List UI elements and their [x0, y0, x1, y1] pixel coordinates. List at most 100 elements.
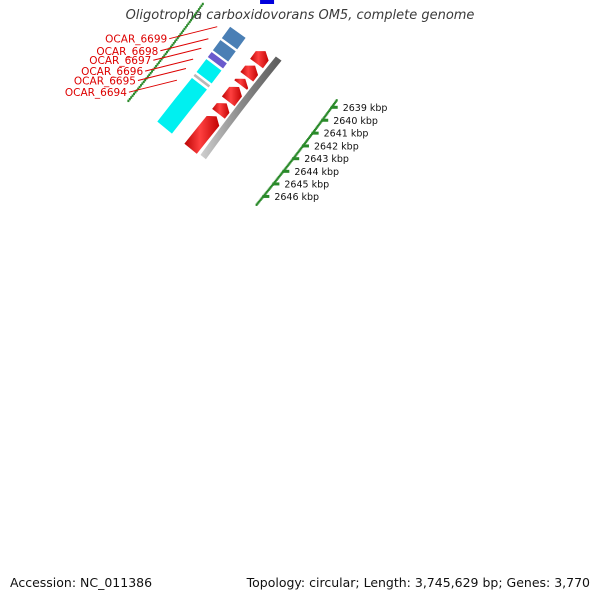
- forward-gene-arrow[interactable]: [182, 114, 221, 156]
- forward-gene-arrow[interactable]: [238, 64, 260, 83]
- gene-ocar-6696-block[interactable]: [195, 57, 223, 85]
- scale-tick: [286, 164, 289, 168]
- inner-scale-tick: [180, 31, 183, 34]
- inner-scale-tick: [153, 66, 156, 70]
- inner-scale-tick: [186, 24, 189, 27]
- inner-scale-tick: [144, 78, 147, 82]
- scale-tick: [289, 160, 292, 164]
- inner-scale-tick: [191, 17, 194, 20]
- gene-ocar-6697-block[interactable]: [206, 50, 229, 70]
- scale-tick: [276, 177, 279, 180]
- scale-tick: [326, 112, 329, 115]
- forward-gene-arrow[interactable]: [220, 85, 244, 108]
- scale-tick: [313, 128, 316, 132]
- forward-gene-arrow[interactable]: [210, 102, 231, 121]
- scale-tick: [269, 186, 272, 189]
- inner-scale-tick: [139, 84, 142, 87]
- forward-gene-fragment[interactable]: [260, 0, 275, 4]
- inner-scale-tick: [192, 15, 195, 18]
- scale-tick: [333, 101, 336, 105]
- genome-summary-text: Topology: circular; Length: 3,745,629 bp…: [246, 575, 590, 590]
- inner-scale-tick: [188, 20, 191, 24]
- scale-tick: [264, 192, 267, 195]
- forward-gene-arrow[interactable]: [232, 77, 250, 92]
- inner-scale-tick: [197, 8, 200, 11]
- gene-label[interactable]: OCAR_6698: [96, 46, 158, 58]
- gene-ocar-6695-block[interactable]: [192, 72, 212, 89]
- scale-tick: [319, 121, 322, 124]
- scale-label: 2643 kbp: [304, 154, 349, 165]
- scale-tick: [284, 167, 287, 170]
- scale-tick: [298, 149, 301, 152]
- inner-scale-tick: [156, 63, 159, 66]
- scale-tick: [296, 151, 299, 155]
- label-leader-line: [137, 67, 187, 81]
- inner-scale-tick: [184, 26, 187, 29]
- gene-ocar-6694-block[interactable]: [155, 76, 209, 136]
- inner-scale-tick: [157, 61, 160, 64]
- scale-tick: [328, 109, 331, 112]
- forward-gene-arrow[interactable]: [248, 50, 270, 70]
- gene-ocar-6699-block[interactable]: [220, 25, 247, 51]
- scale-tick: [299, 148, 302, 151]
- scale-tick: [303, 143, 306, 146]
- inner-scale-tick: [166, 50, 169, 54]
- inner-scale-tick: [199, 6, 202, 9]
- scale-tick: [265, 191, 268, 194]
- scale-tick: [260, 197, 263, 200]
- scale-tick: [308, 136, 311, 140]
- gene-label[interactable]: OCAR_6696: [81, 66, 143, 78]
- scale-major-tick: [282, 169, 290, 173]
- gene-label[interactable]: OCAR_6697: [89, 55, 151, 67]
- inner-scale-tick: [142, 80, 145, 84]
- inner-scale-tick: [160, 57, 163, 61]
- map-title: Oligotropha carboxidovorans OM5, complet…: [125, 8, 475, 23]
- scale-tick: [305, 140, 308, 143]
- scale-tick: [309, 135, 312, 138]
- gene-label[interactable]: OCAR_6699: [105, 34, 167, 46]
- gene-label[interactable]: OCAR_6694: [65, 87, 127, 99]
- scale-tick: [297, 150, 300, 154]
- inner-scale-tick: [172, 42, 175, 45]
- inner-scale-tick: [163, 54, 166, 57]
- scale-tick: [332, 103, 335, 106]
- label-leader-line: [153, 47, 202, 61]
- scale-tick: [323, 116, 326, 119]
- scale-tick: [314, 127, 317, 131]
- inner-scale-tick: [201, 2, 204, 6]
- inner-scale-tick: [195, 11, 198, 15]
- scale-label: 2644 kbp: [294, 167, 339, 178]
- inner-scale-tick: [134, 91, 137, 94]
- inner-scale-tick: [167, 49, 170, 52]
- scale-label: 2642 kbp: [314, 141, 359, 152]
- scale-tick: [258, 199, 261, 203]
- gene-label[interactable]: OCAR_6695: [74, 75, 136, 87]
- scale-tick: [304, 141, 307, 145]
- inner-scale-tick: [175, 38, 178, 41]
- label-leader-line: [169, 26, 218, 40]
- scale-tick: [268, 187, 271, 190]
- scale-tick: [329, 108, 332, 111]
- scale-tick: [335, 99, 338, 102]
- scale-tick: [310, 134, 313, 137]
- inner-scale-tick: [164, 52, 167, 56]
- scale-tick: [325, 113, 328, 116]
- gene-labels: OCAR_6699OCAR_6698OCAR_6697OCAR_6696OCAR…: [65, 26, 218, 99]
- scale-label: 2645 kbp: [284, 179, 329, 190]
- scale-major-tick: [272, 182, 280, 186]
- scale-tick: [266, 189, 269, 193]
- scale-tick: [327, 110, 330, 114]
- gene-ocar-6698-block[interactable]: [211, 38, 238, 64]
- scale-tick: [293, 155, 296, 159]
- inner-scale-tick: [148, 73, 151, 77]
- label-leader-line: [128, 79, 178, 93]
- scale-tick: [277, 176, 280, 179]
- scale-label: 2646 kbp: [274, 192, 319, 203]
- scale-major-tick: [301, 144, 309, 148]
- scale-tick: [259, 198, 262, 201]
- backbone-arc: [200, 56, 282, 160]
- scale-tick: [275, 178, 278, 181]
- label-leader-line: [160, 38, 209, 52]
